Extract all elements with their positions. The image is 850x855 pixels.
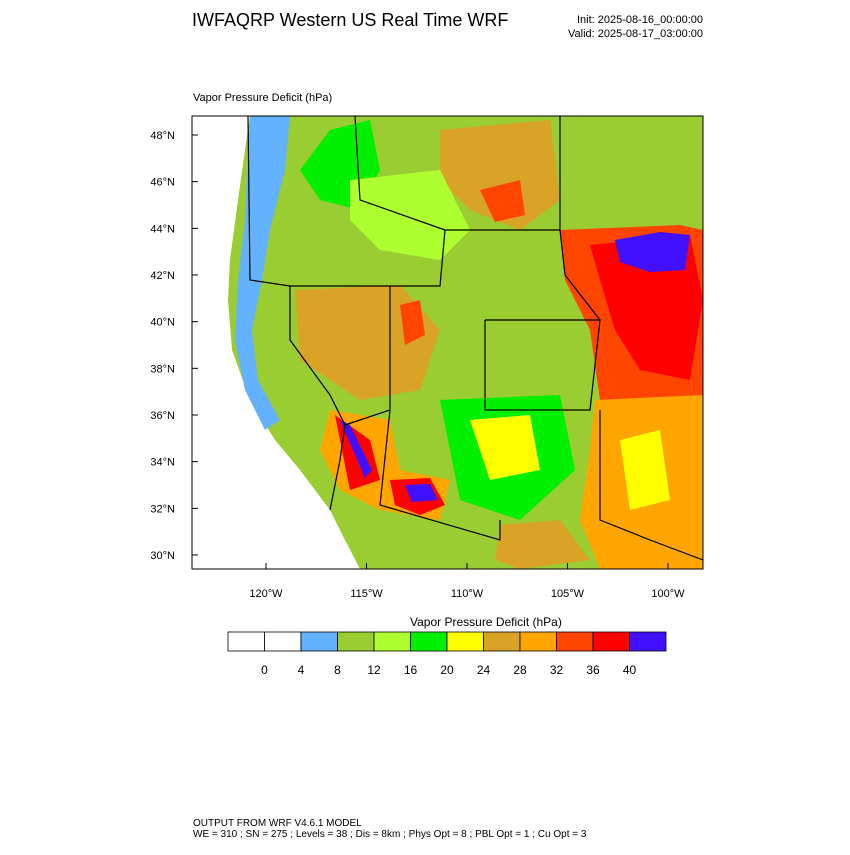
colorbar-label: 36	[586, 663, 600, 677]
colorbar-label: 8	[334, 663, 341, 677]
lat-label: 32°N	[150, 503, 175, 515]
lat-label: 30°N	[150, 550, 175, 562]
colorbar-box	[337, 631, 375, 652]
colorbar-box	[300, 631, 338, 652]
lat-label: 48°N	[150, 130, 175, 142]
colorbar-box	[264, 631, 302, 652]
map-frame	[191, 115, 704, 570]
lat-label: 36°N	[150, 410, 175, 422]
colorbar-label: 28	[513, 663, 527, 677]
colorbar-box	[227, 631, 265, 652]
colorbar-box	[483, 631, 521, 652]
colorbar-box	[556, 631, 594, 652]
colorbar-box	[373, 631, 411, 652]
lon-label: 115°W	[350, 588, 383, 600]
lat-label: 44°N	[150, 223, 175, 235]
lon-label: 120°W	[249, 588, 283, 600]
lat-label: 46°N	[150, 177, 175, 189]
lon-label: 105°W	[551, 588, 585, 600]
lat-label: 38°N	[150, 363, 175, 375]
colorbar-label: 24	[477, 663, 491, 677]
colorbar-label: 16	[404, 663, 418, 677]
colorbar-label: 4	[298, 663, 305, 677]
colorbar-box	[592, 631, 630, 652]
footer-line: WE = 310 ; SN = 275 ; Levels = 38 ; Dis …	[193, 829, 587, 840]
colorbar-box	[629, 631, 667, 652]
map-label: Vapor Pressure Deficit (hPa)	[193, 92, 332, 104]
title: IWFAQRP Western US Real Time WRF	[192, 10, 508, 30]
map-field	[192, 116, 703, 569]
lat-label: 34°N	[150, 457, 175, 469]
colorbar-box	[410, 631, 448, 652]
lat-label: 40°N	[150, 317, 175, 329]
lat-label: 42°N	[150, 270, 175, 282]
colorbar-label: 20	[440, 663, 454, 677]
valid-time: Valid: 2025-08-17_03:00:00	[568, 28, 703, 40]
colorbar-box	[446, 631, 484, 652]
lon-label: 100°W	[651, 588, 685, 600]
init-time: Init: 2025-08-16_00:00:00	[577, 14, 703, 26]
colorbar-label: 40	[623, 663, 637, 677]
lon-label: 110°W	[451, 588, 484, 600]
colorbar-box	[519, 631, 557, 652]
footer-line: OUTPUT FROM WRF V4.6.1 MODEL	[193, 818, 362, 829]
colorbar-title: Vapor Pressure Deficit (hPa)	[410, 615, 562, 629]
colorbar-label: 0	[261, 663, 268, 677]
colorbar-label: 12	[367, 663, 381, 677]
colorbar-label: 32	[550, 663, 564, 677]
